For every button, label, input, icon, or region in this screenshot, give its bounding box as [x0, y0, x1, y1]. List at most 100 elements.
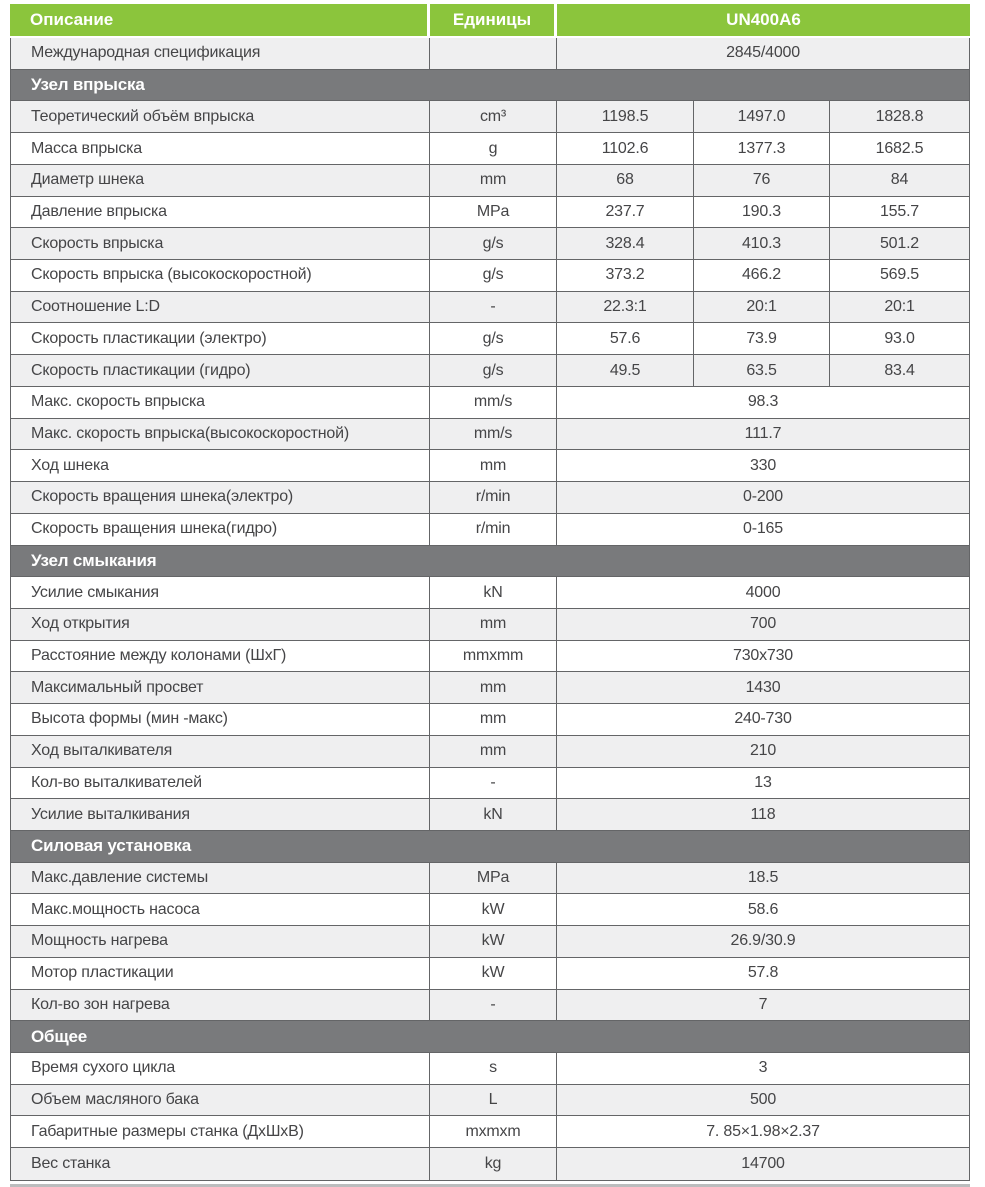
unit-cell: g/s [430, 355, 557, 386]
value-cell: 14700 [741, 1155, 785, 1173]
spec-label-cell: Кол-во выталкивателей [11, 767, 430, 799]
value-cell: 501.2 [879, 234, 920, 252]
section-title: Узел смыкания [31, 550, 157, 570]
model-name: UN400A6 [726, 10, 801, 29]
value-cell: 190.3 [694, 196, 830, 228]
spec-label-cell: Давление впрыска [11, 196, 430, 228]
table-row: Кол-во зон нагрева - 7 [11, 989, 969, 1022]
value-cell: 500 [749, 1091, 777, 1109]
spec-label-cell: Макс. скорость впрыска [11, 386, 430, 418]
spec-label-cell: Диаметр шнека [11, 164, 430, 196]
unit-cell: mm [430, 450, 557, 482]
table-row: Расстояние между колонами (ШхГ) mmxmm 730x… [11, 640, 969, 673]
spec-label-cell: Скорость пластикации (электро) [11, 323, 430, 355]
spec-label-cell: Мотор пластикации [11, 957, 430, 989]
value-cell: 700 [749, 615, 777, 633]
spec-label-cell: Скорость вращения шнека(гидро) [11, 513, 430, 545]
unit-cell: r/min [430, 482, 557, 513]
unit-cell: kW [430, 926, 557, 957]
value-cell: 98.3 [747, 393, 779, 411]
spec-label-cell: Теоретический объём впрыска [11, 101, 430, 133]
value-cell: 240-730 [734, 710, 792, 728]
unit-cell: mm [430, 735, 557, 767]
value-cell: 1497.0 [694, 101, 830, 133]
column-header-description: Описание [10, 4, 430, 36]
table-row: Усилие смыкания kN 4000 [11, 577, 969, 609]
spec-label-cell: Международная спецификация [11, 38, 430, 69]
unit-cell: MPa [430, 862, 557, 894]
table-bottom-bar [10, 1183, 970, 1187]
value-cell: 63.5 [694, 355, 830, 386]
value-cell: 730x730 [733, 647, 793, 665]
table-row: Объем масляного бака L 500 [11, 1084, 969, 1117]
unit-cell: kW [430, 894, 557, 926]
spec-table-body: Международная спецификация 2845/4000 Узел … [10, 38, 970, 1181]
spec-label-cell: Максимальный просвет [11, 672, 430, 704]
unit-cell: mm [430, 704, 557, 735]
unit-cell: mm/s [430, 418, 557, 450]
value-cell: 7 [758, 995, 768, 1013]
value-cell: 84 [890, 171, 909, 189]
value-cell: 330 [749, 456, 777, 474]
spec-label-cell: Время сухого цикла [11, 1053, 430, 1084]
value-cell: 83.4 [884, 361, 915, 379]
table-row: Давление впрыска MPa 237.7 190.3 155.7 [11, 196, 969, 229]
unit-cell: - [430, 767, 557, 799]
value-cell: 49.5 [557, 355, 694, 386]
unit-cell: - [430, 291, 557, 323]
spec-label-cell: Кол-во зон нагрева [11, 989, 430, 1021]
value-cell: 1828.8 [875, 107, 924, 125]
value-cell: 73.9 [694, 323, 830, 355]
value-cell: 1377.3 [694, 133, 830, 164]
spec-label-cell: Габаритные размеры станка (ДхШхВ) [11, 1116, 430, 1148]
unit-cell: g/s [430, 228, 557, 260]
spec-label-cell: Макс. скорость впрыска(высокоскоростной) [11, 418, 430, 450]
table-row: Ход выталкивателя mm 210 [11, 735, 969, 768]
table-row: Габаритные размеры станка (ДхШхВ) mxmxm 7.… [11, 1116, 969, 1149]
table-row: Скорость впрыска g/s 328.4 410.3 501.2 [11, 228, 969, 261]
unit-cell: mxmxm [430, 1116, 557, 1148]
value-cell: 22.3:1 [557, 291, 694, 323]
unit-cell: r/min [430, 513, 557, 545]
value-cell: 13 [754, 773, 772, 791]
unit-cell: mm [430, 608, 557, 640]
value-cell: 0-200 [743, 488, 783, 506]
value-cell: 328.4 [557, 228, 694, 260]
value-cell: 57.6 [557, 323, 694, 355]
table-row: Соотношение L:D -22.3:1 20:1 20:1 [11, 291, 969, 324]
section-header-row: Узел впрыска [11, 69, 969, 102]
spec-label-cell: Ход выталкивателя [11, 735, 430, 767]
column-header-units: Единицы [430, 4, 557, 36]
unit-cell: mm [430, 164, 557, 196]
spec-label-cell: Скорость пластикации (гидро) [11, 355, 430, 386]
table-row: Мотор пластикации kW 57.8 [11, 957, 969, 990]
value-cell: 93.0 [884, 329, 915, 347]
table-row: Скорость вращения шнека(гидро) r/min 0-165 [11, 513, 969, 546]
value-cell: 118 [750, 805, 776, 823]
table-row: Скорость пластикации (электро) g/s 57.6 73.… [11, 323, 969, 356]
table-row: Масса впрыска g 1102.6 1377.3 1682.5 [11, 133, 969, 165]
section-title: Узел впрыска [31, 75, 145, 95]
unit-cell: g [430, 133, 557, 164]
column-header-units-label: Единицы [452, 10, 532, 29]
section-header-row: Силовая установка [11, 830, 969, 863]
unit-cell [430, 38, 557, 69]
spec-label-cell: Мощность нагрева [11, 926, 430, 957]
unit-cell: L [430, 1084, 557, 1116]
table-row: Макс. скорость впрыска mm/s 98.3 [11, 386, 969, 419]
unit-cell: - [430, 989, 557, 1021]
spec-label-cell: Усилие выталкивания [11, 799, 430, 830]
value-cell: 3 [758, 1059, 768, 1077]
unit-cell: cm³ [430, 101, 557, 133]
value-cell: 0-165 [743, 520, 783, 538]
value-cell: 210 [749, 742, 777, 760]
table-row: Макс. скорость впрыска(высокоскоростной)… [11, 418, 969, 451]
spec-label-cell: Высота формы (мин -макс) [11, 704, 430, 735]
unit-cell: mmxmm [430, 640, 557, 672]
table-row: Кол-во выталкивателей - 13 [11, 767, 969, 800]
spec-label-cell: Соотношение L:D [11, 291, 430, 323]
spec-label-cell: Усилие смыкания [11, 577, 430, 608]
section-header-row: Узел смыкания [11, 545, 969, 578]
spec-label-cell: Масса впрыска [11, 133, 430, 164]
